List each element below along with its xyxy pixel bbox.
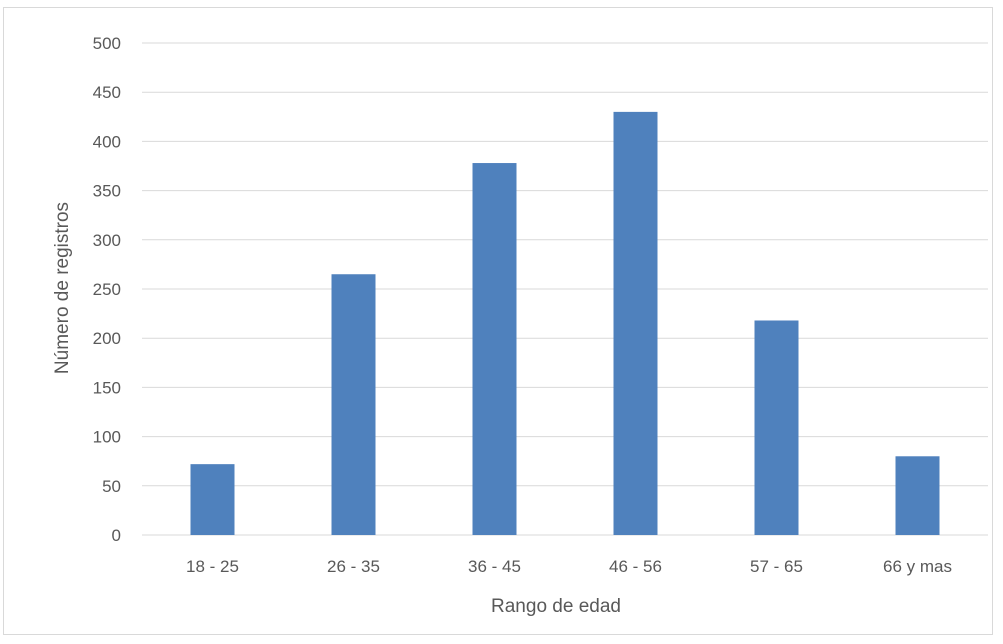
x-tick-label: 26 - 35 [327, 557, 380, 576]
bar-57-65 [754, 320, 799, 535]
y-tick-label: 350 [93, 182, 121, 201]
bar-66ymas [895, 456, 940, 535]
x-tick-label: 66 y mas [883, 557, 952, 576]
x-axis-title: Rango de edad [491, 596, 621, 617]
y-tick-label: 500 [93, 34, 121, 53]
bar-46-56 [613, 111, 658, 535]
bars [190, 111, 940, 535]
y-tick-label: 200 [93, 329, 121, 348]
gridlines [142, 42, 988, 536]
x-axis-ticks: 18 - 25 26 - 35 36 - 45 46 - 56 57 - 65 66 y … [186, 557, 952, 576]
y-tick-label: 50 [102, 477, 121, 496]
x-tick-label: 36 - 45 [468, 557, 521, 576]
y-axis-title: Número de registros [52, 202, 73, 374]
bar-36-45 [472, 163, 517, 535]
y-axis-ticks: 0 50 100 150 200 250 300 350 400 450 500 [93, 34, 121, 545]
y-tick-label: 450 [93, 83, 121, 102]
y-tick-label: 0 [112, 526, 121, 545]
y-tick-label: 400 [93, 132, 121, 151]
x-tick-label: 18 - 25 [186, 557, 239, 576]
y-tick-label: 150 [93, 378, 121, 397]
x-tick-label: 46 - 56 [609, 557, 662, 576]
y-tick-label: 300 [93, 231, 121, 250]
x-tick-label: 57 - 65 [750, 557, 803, 576]
y-tick-label: 100 [93, 428, 121, 447]
bar-18-25 [190, 464, 235, 535]
bar-26-35 [331, 274, 376, 535]
y-tick-label: 250 [93, 280, 121, 299]
